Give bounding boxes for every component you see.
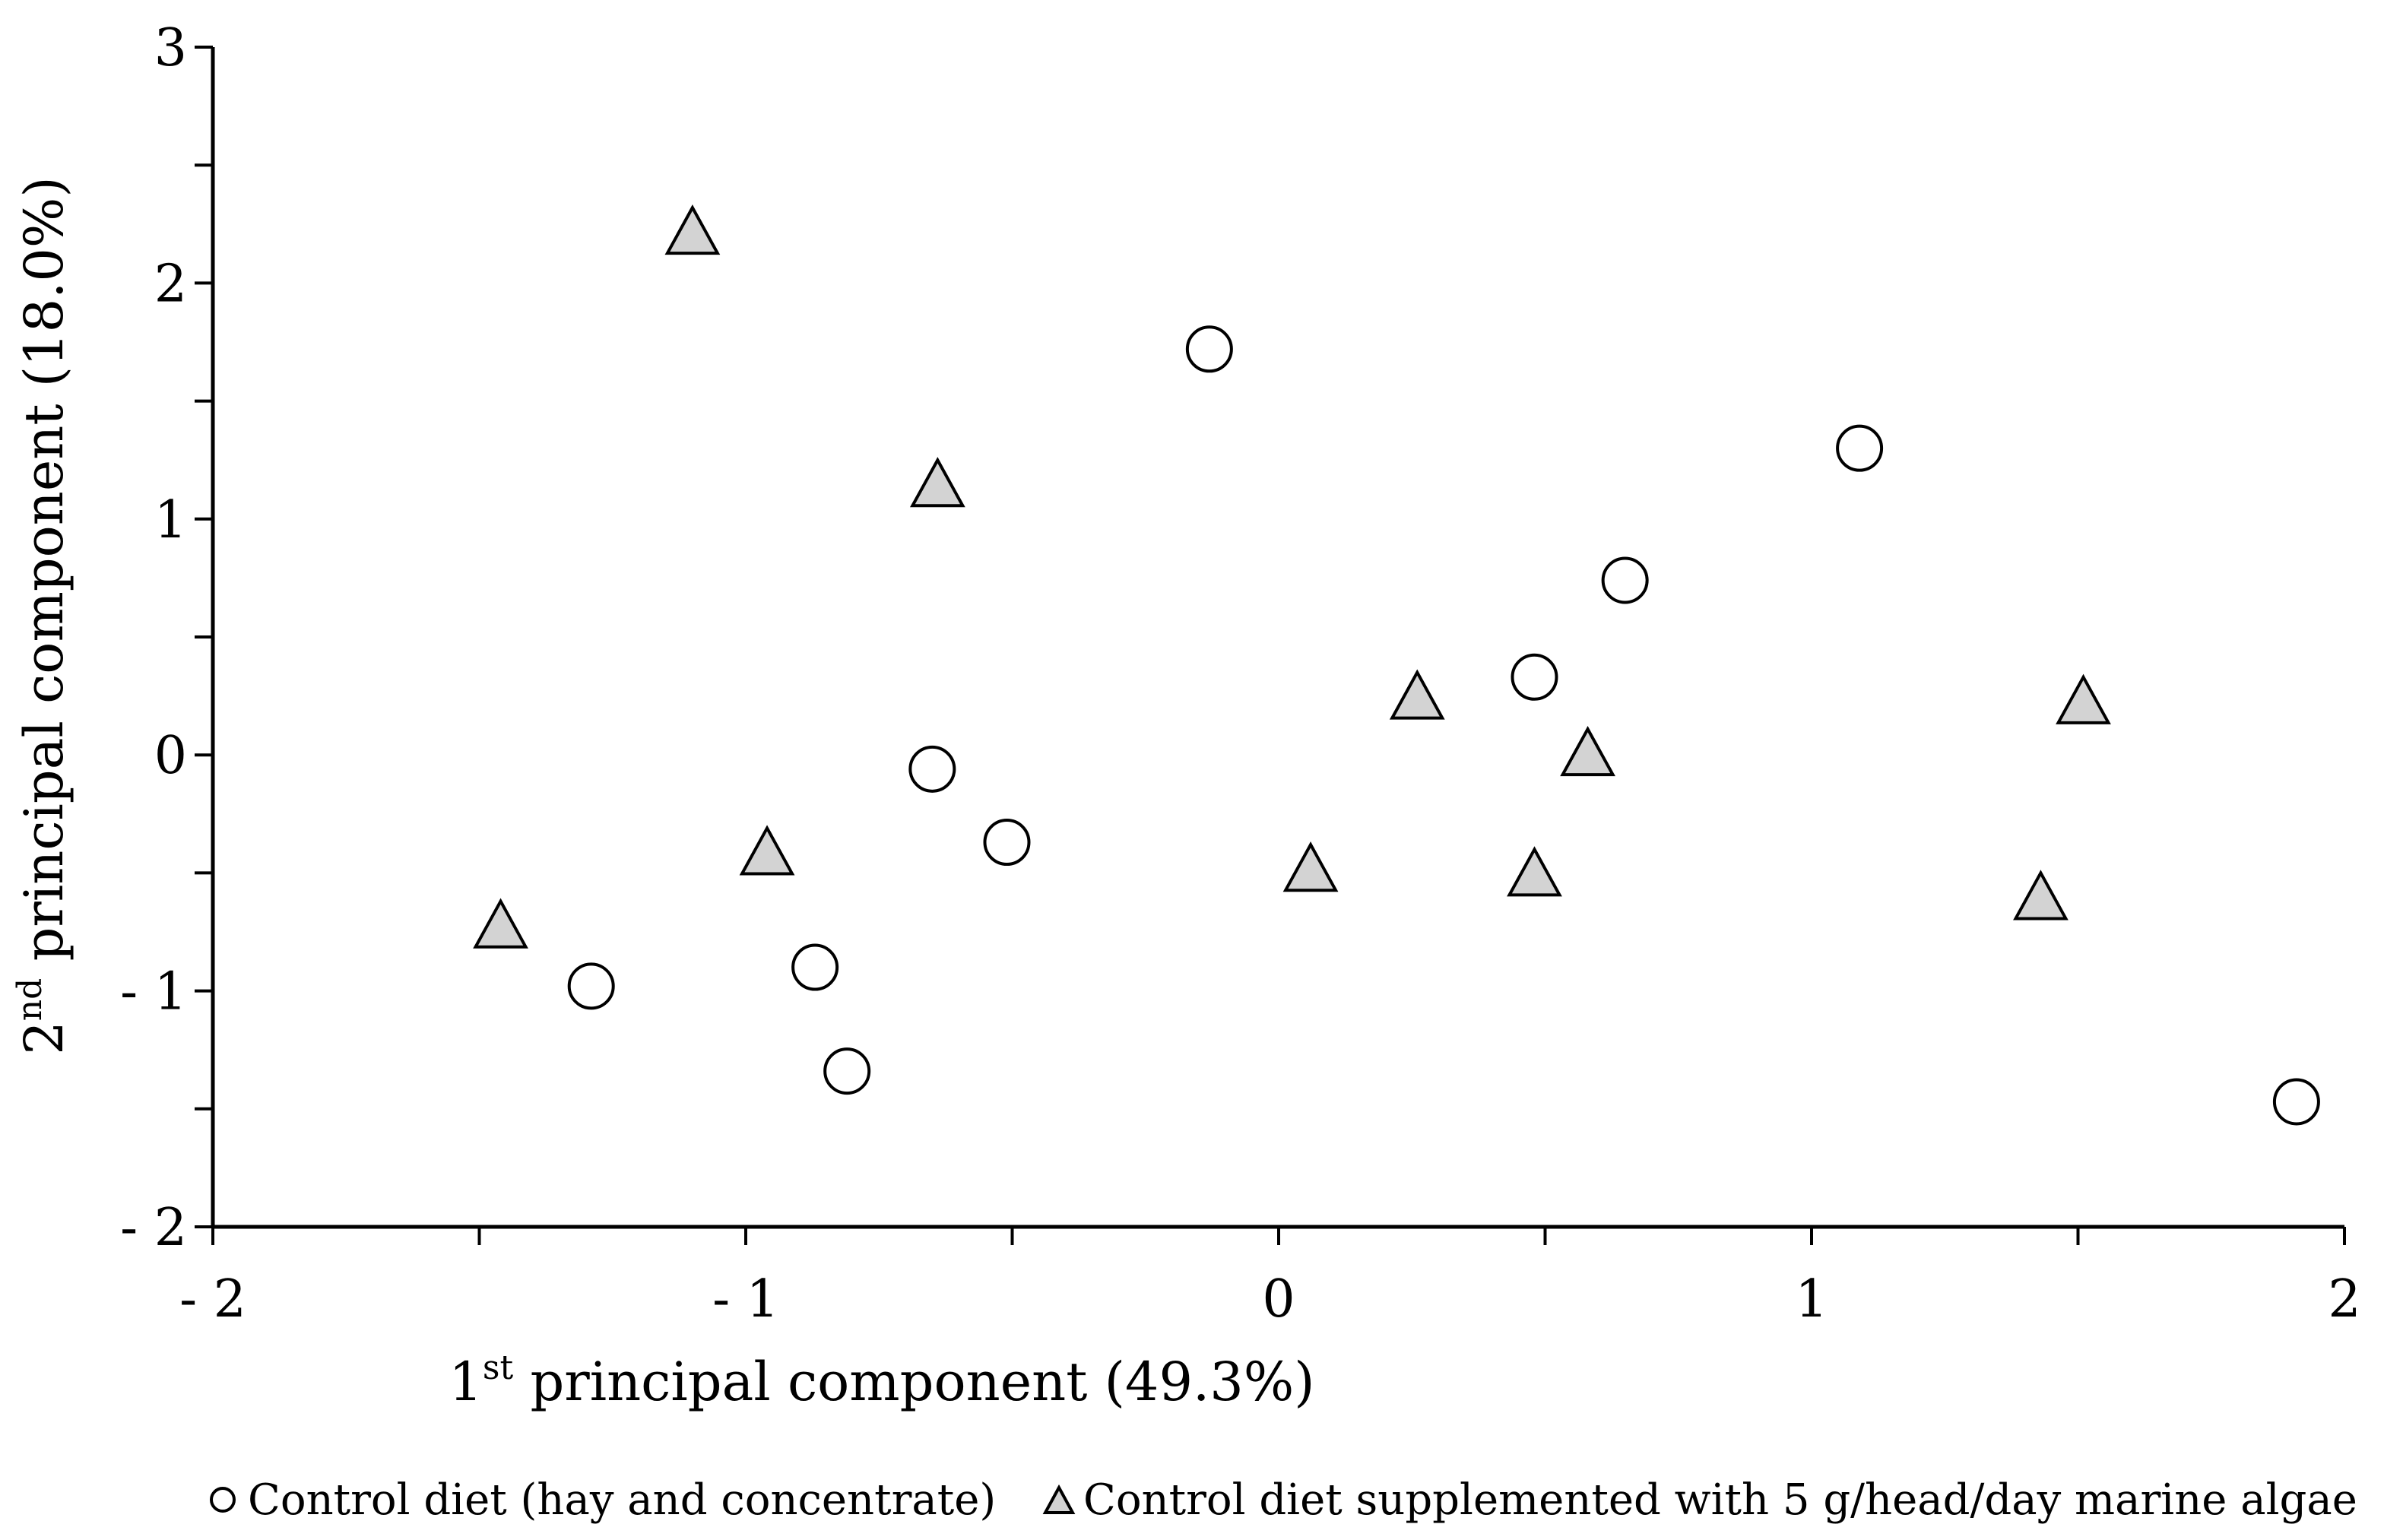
algae-diet-point	[1560, 725, 1615, 777]
x-tick-label: 1	[1795, 1269, 1828, 1329]
control-diet-point	[1601, 556, 1649, 604]
algae-diet-point	[1282, 841, 1339, 892]
x-axis-title-prefix: 1	[449, 1351, 483, 1413]
x-tick-label: 0	[1262, 1269, 1295, 1329]
plot-points	[473, 204, 2320, 1126]
y-axis-title-rest: principal component (18.0%)	[13, 176, 75, 978]
control-diet-point	[2272, 1078, 2320, 1126]
y-tick-label: 0	[154, 726, 187, 786]
x-axis-tick-labels: - 2 - 1 0 1 2	[179, 1269, 2361, 1329]
algae-diet-point	[1389, 669, 1445, 720]
control-diet-point	[908, 745, 956, 793]
algae-diet-point	[2056, 673, 2111, 724]
legend-triangle-marker	[1042, 1484, 1076, 1514]
algae-diet-point	[909, 457, 965, 508]
legend-label-algae: Control diet supplemented with 5 g/head/…	[1083, 1475, 2357, 1525]
control-diet-point	[1511, 653, 1558, 701]
y-axis-title-prefix: 2	[13, 1021, 75, 1055]
algae-diet-point	[664, 204, 721, 255]
legend: Control diet (hay and concentrate) Contr…	[210, 1475, 2357, 1525]
y-axis-ticks	[195, 46, 213, 1228]
algae-diet-point	[1507, 846, 1562, 897]
algae-diet-point	[2013, 870, 2069, 921]
control-diet-point	[791, 943, 839, 991]
legend-circle-marker	[210, 1487, 236, 1513]
y-tick-label: 3	[154, 18, 187, 78]
axes: - 2 - 1 0 1 2 3 - 2 - 1 0 1 2	[120, 18, 2360, 1329]
control-diet-point	[823, 1047, 871, 1095]
x-axis-title-superscript: st	[483, 1348, 514, 1387]
algae-diet-point	[473, 898, 528, 949]
control-diet-point	[1185, 325, 1233, 373]
x-axis-ticks	[211, 1227, 2346, 1245]
x-tick-label: - 1	[712, 1269, 779, 1329]
y-tick-label: - 2	[120, 1198, 187, 1258]
algae-diet-point	[739, 825, 795, 876]
control-diet-point	[567, 962, 615, 1010]
x-tick-label: - 2	[179, 1269, 246, 1329]
x-axis-title-rest: principal component (49.3%)	[513, 1351, 1314, 1413]
legend-item-algae: Control diet supplemented with 5 g/head/…	[1042, 1475, 2357, 1525]
y-tick-label: 1	[154, 490, 187, 550]
y-axis-tick-labels: - 2 - 1 0 1 2 3	[120, 18, 187, 1258]
control-diet-point	[1836, 424, 1884, 472]
y-axis-title: 2nd principal component (18.0%)	[11, 176, 75, 1054]
control-diet-point	[983, 819, 1031, 867]
y-axis-title-superscript: nd	[11, 978, 49, 1022]
y-tick-label: - 1	[120, 962, 187, 1022]
legend-item-control: Control diet (hay and concentrate)	[210, 1475, 996, 1525]
legend-label-control: Control diet (hay and concentrate)	[248, 1475, 996, 1525]
y-tick-label: 2	[154, 254, 187, 314]
x-tick-label: 2	[2328, 1269, 2360, 1329]
x-axis-title: 1st principal component (49.3%)	[449, 1348, 1314, 1413]
